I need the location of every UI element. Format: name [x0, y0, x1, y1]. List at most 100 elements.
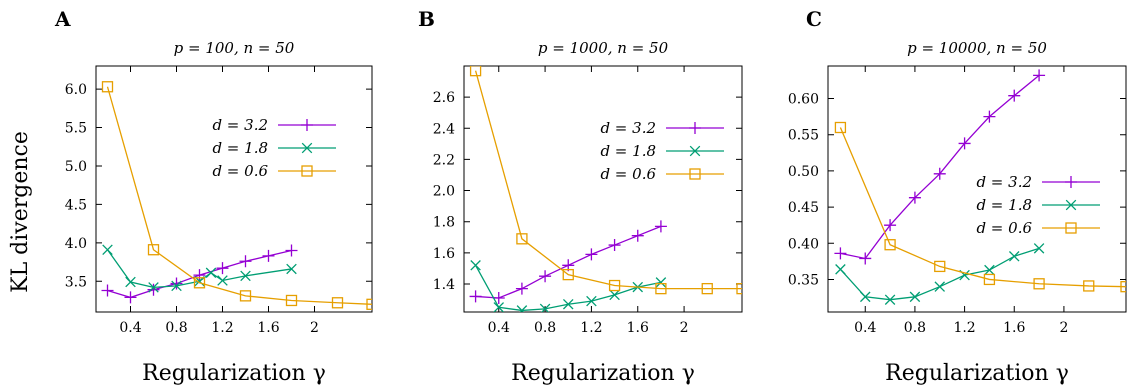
- x-tick-label: 0.4: [488, 320, 510, 336]
- x-tick-label: 1.6: [627, 320, 649, 336]
- data-point: [331, 297, 344, 309]
- data-point: [909, 291, 921, 303]
- legend: d = 3.2 d = 1.8 d = 0.6: [600, 119, 724, 183]
- legend-label: d = 0.6: [212, 162, 268, 180]
- series-line: [839, 247, 1040, 301]
- legend-item: d = 0.6: [600, 165, 724, 183]
- x-tick-label: 1.2: [211, 320, 233, 336]
- x-tick-label: 0.4: [119, 320, 141, 336]
- data-point: [701, 282, 713, 295]
- data-point: [101, 284, 114, 297]
- legend-marker: [301, 165, 313, 177]
- data-point: [655, 277, 667, 288]
- data-point: [102, 244, 113, 255]
- y-tick-label: 0.60: [788, 92, 819, 108]
- data-point: [859, 291, 871, 303]
- legend-marker: [1065, 199, 1077, 211]
- y-tick-label: 5.0: [65, 159, 87, 175]
- data-point: [1033, 69, 1046, 82]
- data-point: [884, 294, 896, 305]
- series-d-3-2: [834, 69, 1046, 265]
- x-tick-label: 0.8: [904, 320, 926, 336]
- x-axis-label: Regularization γ: [142, 361, 326, 386]
- data-point: [147, 244, 160, 256]
- panel-title: p = 10000, n = 50: [907, 39, 1047, 57]
- legend-label: d = 3.2: [600, 119, 656, 137]
- data-point: [216, 262, 229, 275]
- data-point: [285, 244, 298, 257]
- legend-label: d = 0.6: [600, 165, 656, 183]
- legend-label: d = 3.2: [976, 173, 1032, 191]
- legend-item: d = 3.2: [976, 173, 1100, 191]
- y-tick-label: 1.8: [433, 215, 455, 231]
- data-point: [562, 298, 574, 310]
- data-point: [470, 260, 481, 271]
- data-point: [958, 137, 971, 150]
- data-point: [148, 282, 159, 293]
- legend-label: d = 1.8: [600, 142, 656, 160]
- series-line: [106, 86, 372, 305]
- data-point: [1120, 281, 1126, 293]
- data-point: [170, 277, 183, 290]
- legend-item: d = 3.2: [212, 116, 336, 134]
- data-point: [1033, 243, 1045, 254]
- series-d-3-2: [101, 244, 298, 304]
- legend-marker: [1065, 222, 1077, 234]
- panel-title: p = 1000, n = 50: [538, 39, 669, 57]
- data-point: [933, 167, 946, 180]
- data-point: [736, 282, 742, 295]
- series-d-0-6: [834, 121, 1126, 293]
- data-point: [239, 255, 252, 268]
- data-point: [884, 239, 896, 251]
- x-tick-label: 0.8: [534, 320, 556, 336]
- data-point: [286, 263, 297, 275]
- x-axis-label: Regularization γ: [885, 361, 1069, 386]
- data-point: [834, 247, 847, 260]
- x-axis-label: Regularization γ: [511, 361, 695, 386]
- series-d-0-6: [469, 66, 742, 295]
- legend-label: d = 1.8: [212, 139, 268, 157]
- series-d-0-6: [101, 81, 372, 310]
- data-point: [239, 290, 252, 302]
- data-point: [124, 291, 137, 304]
- data-point: [171, 280, 182, 292]
- y-tick-label: 1.6: [433, 246, 455, 262]
- data-point: [631, 229, 644, 242]
- x-tick-label: 2: [1059, 320, 1068, 336]
- data-point: [193, 277, 206, 289]
- y-tick-label: 2.4: [433, 121, 455, 137]
- panel-a: p = 100, n = 50 0.4 0.8 1.2 1.6 2 3.5 4.0 4.5 5.0…: [65, 39, 373, 386]
- x-tick-label: 0.8: [165, 320, 187, 336]
- x-tick-label: 2: [680, 320, 689, 336]
- data-point: [908, 191, 921, 204]
- legend-marker: [301, 142, 313, 154]
- panel-label-c: C: [806, 7, 822, 31]
- series-d-1-8: [835, 243, 1045, 305]
- legend: d = 3.2 d = 1.8 d = 0.6: [976, 173, 1100, 237]
- data-point: [834, 121, 847, 134]
- data-point: [859, 252, 872, 265]
- series-line: [474, 70, 742, 290]
- data-point: [469, 290, 482, 303]
- plot-frame: [463, 65, 743, 313]
- y-tick-label: 0.35: [788, 272, 819, 288]
- data-point: [125, 276, 136, 288]
- legend-marker: [689, 122, 701, 134]
- data-point: [934, 260, 946, 273]
- x-tick-label: 1.2: [580, 320, 602, 336]
- data-point: [539, 270, 552, 283]
- data-point: [835, 264, 846, 275]
- data-point: [562, 268, 574, 281]
- x-tick-label: 1.2: [953, 320, 975, 336]
- data-point: [493, 302, 505, 312]
- y-tick-label: 4.0: [65, 236, 87, 252]
- legend-marker: [689, 145, 701, 157]
- y-tick-label: 0.50: [788, 164, 819, 180]
- legend-item: d = 3.2: [600, 119, 724, 137]
- y-tick-label: 0.40: [788, 236, 819, 252]
- panel-label-b: B: [418, 7, 435, 31]
- data-point: [1083, 280, 1095, 292]
- y-tick-label: 2.2: [433, 152, 455, 168]
- data-point: [934, 281, 946, 292]
